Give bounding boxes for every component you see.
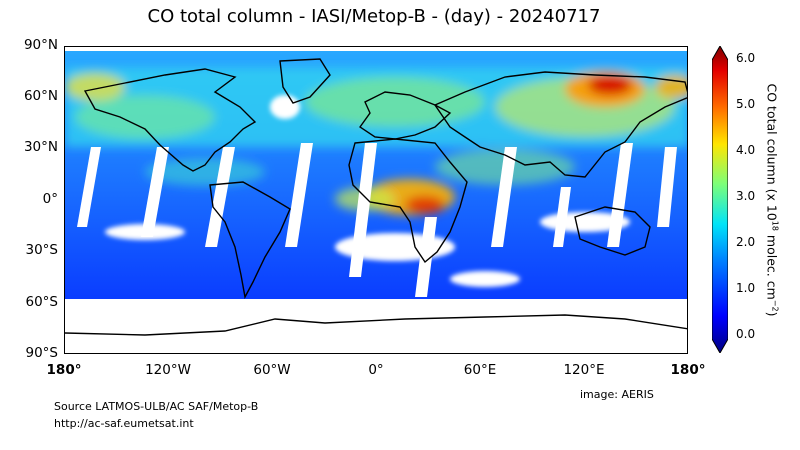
- lat-label-90s: 90°S: [25, 345, 59, 361]
- cbar-tick-6: 6.0: [736, 51, 756, 65]
- cbar-tick-0: 0.0: [736, 327, 756, 341]
- lat-label-60s: 60°S: [25, 294, 59, 310]
- southern-no-data: [65, 299, 687, 353]
- lat-label-0: 0°: [42, 191, 58, 207]
- lon-label-60e: 60°E: [463, 362, 497, 378]
- cbar-tick-4: 4.0: [736, 143, 756, 157]
- lat-label-60n: 60°N: [23, 88, 58, 104]
- map-title: CO total column - IASI/Metop-B - (day) -…: [147, 6, 601, 27]
- lon-label-60w: 60°W: [253, 362, 291, 378]
- lat-label-30n: 30°N: [23, 139, 58, 155]
- source-attribution: Source LATMOS-ULB/AC SAF/Metop-B http://…: [54, 398, 258, 432]
- lat-label-30s: 30°S: [25, 242, 59, 258]
- source-url: http://ac-saf.eumetsat.int: [54, 417, 194, 430]
- cloud-gaps: [105, 95, 630, 287]
- colorbar-label: CO total column (x 1018 molec. cm−2): [764, 83, 780, 317]
- coastlines: [65, 58, 687, 336]
- lon-label-0: 0°: [368, 362, 384, 378]
- cbar-tick-3: 3.0: [736, 189, 756, 203]
- lon-label-120e: 120°E: [563, 362, 605, 378]
- co-map: [64, 46, 688, 354]
- lon-label-180e: 180°: [670, 362, 706, 378]
- source-line: Source LATMOS-ULB/AC SAF/Metop-B: [54, 400, 259, 413]
- image-credit: image: AERIS: [580, 388, 654, 401]
- cbar-tick-1: 1.0: [736, 281, 756, 295]
- lon-label-180w: 180°: [46, 362, 82, 378]
- lat-label-90n: 90°N: [23, 37, 58, 53]
- map-svg: [65, 51, 687, 353]
- cbar-tick-5: 5.0: [736, 97, 756, 111]
- colorbar: [712, 46, 728, 353]
- lon-label-120w: 120°W: [145, 362, 191, 378]
- cbar-tick-2: 2.0: [736, 235, 756, 249]
